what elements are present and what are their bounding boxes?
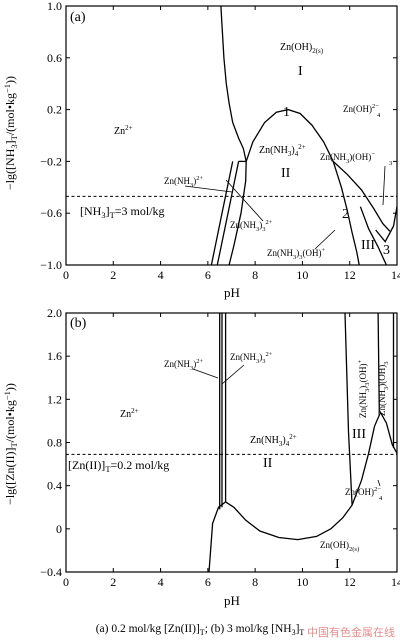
x-tick-label: 14	[391, 268, 400, 282]
phase-boundary-b-4	[208, 410, 398, 573]
region-znnh33-a: Zn(NH3)32+	[230, 219, 273, 233]
region-znnh3-a: Zn(NH3)2+	[164, 175, 204, 189]
y-tick-label: 1.2	[47, 392, 62, 406]
pointer-znnh3oh3-a	[382, 165, 386, 206]
panel-a-ticks: 0 2 4 6 8 10 12 141.00.60.2−0.2−0.6−1.0	[40, 0, 400, 282]
x-tick-label: 0	[63, 268, 69, 282]
pointer-znoh4-b	[377, 479, 381, 487]
region-zn2-b: Zn2+	[120, 407, 139, 420]
y-tick-label: 2.0	[47, 306, 62, 320]
panel-a-y-axis-label: −lg([NH3]T/(mol•kg−1))	[2, 76, 19, 190]
x-tick-label: 8	[252, 575, 258, 589]
pointer-znnh33oh-a	[314, 229, 336, 250]
panel-b-frame	[65, 312, 398, 573]
phase-boundary-a-5	[216, 161, 240, 266]
x-tick-label: 12	[344, 575, 356, 589]
pointer-znnh3-a	[184, 185, 233, 193]
y-tick-label: 0.2	[47, 103, 62, 117]
x-tick-label: 4	[158, 268, 164, 282]
region-znnh34-b: Zn(NH3)42+	[250, 433, 297, 448]
panel-a-chart: 0 2 4 6 8 10 12 141.00.60.2−0.2−0.6−1.0 (a) Zn2…	[2, 0, 400, 300]
curve-label-3: 3	[383, 243, 390, 258]
region-I-a: I	[298, 64, 303, 79]
phase-boundary-a-1	[220, 5, 247, 266]
x-tick-label: 10	[296, 575, 308, 589]
phase-boundary-b-6	[377, 312, 380, 413]
x-tick-label: 12	[344, 268, 356, 282]
reference-label-b: [Zn(II)]T=0.2 mol/kg	[68, 458, 169, 474]
panel-a-x-axis-label: pH	[224, 285, 240, 300]
y-tick-label: 0.6	[47, 51, 62, 65]
x-tick-label: 4	[158, 575, 164, 589]
y-tick-label: −0.2	[40, 154, 62, 168]
panel-b-chart: 0 2 4 6 8 10 12 142.01.61.20.80.40−0.4 (b) Zn2+…	[2, 306, 400, 608]
y-tick-label: −1.0	[40, 258, 62, 272]
reference-label-a: [NH3]T=3 mol/kg	[80, 204, 165, 220]
y-tick-label: 0.8	[47, 436, 62, 450]
region-III-a: III	[361, 238, 375, 253]
region-znnh33oh-a: Zn(NH3)3(OH)+	[267, 247, 326, 261]
region-znoh2s-a: Zn(OH)2(s)	[280, 42, 324, 55]
x-tick-label: 14	[391, 575, 400, 589]
y-tick-label: 0	[56, 522, 62, 536]
pointer-znnh33-b	[221, 364, 245, 385]
region-I-b: I	[335, 557, 340, 572]
region-znnh3oh3-a: Zn(NH3)(OH)−3	[320, 151, 392, 167]
panel-b-label: (b)	[70, 316, 87, 331]
x-tick-label: 2	[110, 268, 116, 282]
y-tick-label: 1.6	[47, 349, 62, 363]
panel-b-x-axis-label: pH	[224, 593, 240, 608]
region-znoh2s-b: Zn(OH)2(s)	[320, 540, 359, 553]
phase-boundary-a-7	[359, 206, 387, 266]
pointer-znnh33-a	[225, 179, 264, 222]
y-tick-label: 0.4	[47, 479, 62, 493]
phase-boundary-b-5	[344, 312, 353, 506]
region-znnh3oh3-b: Zn(NH3)(OH)3−	[376, 358, 390, 417]
region-zn2-a: Zn2+	[114, 124, 133, 137]
region-II-a: II	[281, 166, 291, 181]
region-znnh3-b: Zn(NH3)2+	[164, 358, 204, 372]
phase-boundary-a-4	[210, 161, 234, 266]
watermark: 中国有色金属在线	[307, 625, 395, 639]
phase-boundary-a-8	[375, 206, 398, 243]
x-tick-label: 6	[205, 575, 211, 589]
region-III-b: III	[352, 427, 366, 442]
panel-a-label: (a)	[70, 10, 86, 25]
y-tick-label: −0.4	[40, 565, 62, 579]
region-znnh33oh-b: Zn(NH3)3(OH)+	[357, 360, 371, 419]
x-tick-label: 8	[252, 268, 258, 282]
y-tick-label: 1.0	[47, 0, 62, 13]
pointer-znnh3-b	[192, 368, 219, 379]
panel-b-curves	[208, 312, 398, 573]
x-tick-label: 0	[63, 575, 69, 589]
panel-a-curves	[210, 5, 398, 266]
panel-a-frame	[65, 5, 398, 266]
region-znoh4-a: Zn(OH)2− 4	[343, 103, 381, 119]
region-znnh34-a: Zn(NH3)42+	[259, 143, 306, 158]
phase-boundary-a-6	[332, 160, 391, 232]
x-tick-label: 2	[110, 575, 116, 589]
curve-label-2: 2	[342, 207, 349, 222]
region-znnh33-b: Zn(NH3)32+	[230, 351, 273, 365]
region-znoh4-b: Zn(OH)2− 4	[345, 486, 383, 502]
figure-caption: (a) 0.2 mol/kg [Zn(II)]T; (b) 3 mol/kg […	[96, 623, 305, 637]
curve-label-1: 1	[283, 105, 290, 120]
x-tick-label: 6	[205, 268, 211, 282]
x-tick-label: 10	[296, 268, 308, 282]
phase-boundary-a-2	[245, 108, 360, 266]
region-II-b: II	[263, 456, 273, 471]
panel-b-y-axis-label: −lg([Zn(II)]T/(mol•kg−1))	[2, 383, 19, 505]
y-tick-label: −0.6	[40, 206, 62, 220]
